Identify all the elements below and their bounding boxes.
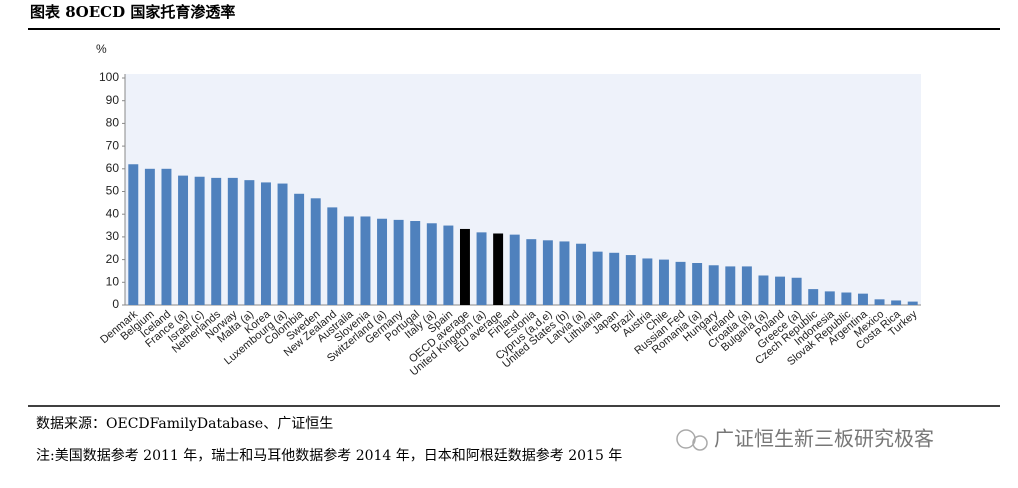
y-tick-label: 30 — [106, 229, 120, 243]
bar — [194, 176, 205, 305]
bar — [493, 233, 504, 305]
bar — [476, 232, 487, 305]
bar — [277, 183, 288, 305]
bar — [294, 193, 305, 305]
bar — [775, 276, 786, 305]
bar — [244, 180, 255, 305]
bar — [592, 251, 603, 305]
bar — [576, 243, 587, 305]
bar — [725, 266, 736, 305]
bar — [227, 177, 238, 305]
y-tick-label: 50 — [106, 184, 120, 198]
bar — [741, 266, 752, 305]
watermark: 广证恒生新三板研究极客 — [714, 427, 934, 451]
y-tick-label: 20 — [106, 252, 120, 266]
bar — [642, 258, 653, 305]
source: 数据来源：OECDFamilyDatabase、广证恒生 — [36, 416, 333, 432]
bar — [874, 299, 885, 305]
bar — [907, 301, 918, 305]
bar — [708, 265, 719, 305]
bar — [841, 292, 852, 305]
bar — [857, 293, 868, 305]
bar — [559, 241, 570, 305]
bar — [824, 291, 835, 305]
bar — [675, 261, 686, 305]
bar — [327, 207, 338, 305]
bar — [791, 277, 802, 305]
bar — [128, 164, 139, 305]
bar — [360, 216, 371, 305]
y-tick-label: 0 — [112, 297, 119, 311]
y-tick-label: 70 — [106, 138, 120, 152]
y-tick-label: 40 — [106, 206, 120, 220]
y-tick-label: 10 — [106, 274, 120, 288]
bar — [377, 218, 388, 305]
bar — [758, 275, 769, 305]
chart-title: 图表 8OECD 国家托育渗透率 — [30, 3, 235, 21]
watermark-icon — [676, 429, 708, 451]
bar — [161, 168, 172, 305]
bar — [260, 182, 271, 305]
bar — [393, 219, 404, 305]
bar — [178, 175, 189, 305]
bar — [808, 289, 819, 305]
bar — [144, 168, 155, 305]
plot-area — [125, 74, 921, 305]
y-axis-label: % — [96, 42, 107, 56]
bar — [443, 225, 454, 305]
y-tick-label: 80 — [106, 116, 120, 130]
note: 注:美国数据参考 2011 年，瑞士和马耳他数据参考 2014 年，日本和阿根廷… — [36, 447, 622, 464]
bar — [542, 240, 553, 305]
bar — [891, 300, 902, 305]
bar — [625, 255, 636, 305]
bar — [692, 263, 703, 305]
bar — [509, 234, 520, 305]
bar — [526, 239, 537, 305]
y-tick-label: 60 — [106, 161, 120, 175]
bar — [410, 221, 421, 305]
y-tick-label: 90 — [106, 93, 120, 107]
bar — [211, 177, 222, 305]
y-tick-label: 100 — [99, 70, 119, 84]
bar — [426, 223, 437, 305]
bar — [658, 259, 669, 305]
bar — [609, 252, 620, 305]
bar — [343, 216, 354, 305]
bar — [459, 228, 470, 305]
bar — [310, 198, 321, 305]
